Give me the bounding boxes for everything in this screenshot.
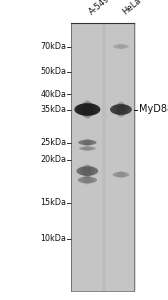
Text: 40kDa: 40kDa: [40, 90, 66, 99]
Ellipse shape: [81, 176, 94, 184]
Ellipse shape: [84, 139, 91, 146]
Text: 50kDa: 50kDa: [40, 68, 66, 76]
Bar: [71, 22, 134, 291]
Ellipse shape: [118, 171, 124, 178]
Ellipse shape: [83, 164, 92, 178]
Ellipse shape: [80, 165, 95, 177]
Text: 70kDa: 70kDa: [40, 42, 66, 51]
Ellipse shape: [110, 104, 132, 115]
Ellipse shape: [113, 103, 129, 116]
Text: 25kDa: 25kDa: [40, 138, 66, 147]
Ellipse shape: [113, 44, 129, 49]
Ellipse shape: [81, 146, 93, 151]
Text: MyD88: MyD88: [139, 104, 168, 115]
Ellipse shape: [76, 166, 98, 176]
Ellipse shape: [78, 102, 96, 117]
Ellipse shape: [115, 44, 127, 49]
Ellipse shape: [118, 43, 124, 50]
Ellipse shape: [79, 147, 96, 150]
Ellipse shape: [117, 101, 125, 118]
Text: 35kDa: 35kDa: [40, 105, 66, 114]
Text: 10kDa: 10kDa: [40, 234, 66, 243]
Ellipse shape: [84, 146, 91, 152]
Text: HeLa: HeLa: [121, 0, 143, 16]
Text: 15kDa: 15kDa: [40, 198, 66, 207]
Ellipse shape: [74, 103, 100, 116]
Ellipse shape: [83, 175, 91, 185]
Ellipse shape: [78, 177, 97, 183]
Ellipse shape: [113, 172, 129, 177]
Bar: [106, 22, 136, 291]
Ellipse shape: [81, 139, 94, 146]
Text: 20kDa: 20kDa: [40, 155, 66, 164]
Bar: [72, 22, 102, 291]
Ellipse shape: [82, 100, 93, 119]
Text: A-549: A-549: [87, 0, 112, 16]
Ellipse shape: [115, 171, 127, 178]
Ellipse shape: [78, 140, 97, 145]
